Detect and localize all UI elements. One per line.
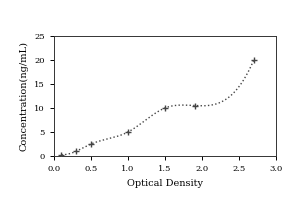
X-axis label: Optical Density: Optical Density xyxy=(127,179,203,188)
Y-axis label: Concentration(ng/mL): Concentration(ng/mL) xyxy=(20,41,29,151)
